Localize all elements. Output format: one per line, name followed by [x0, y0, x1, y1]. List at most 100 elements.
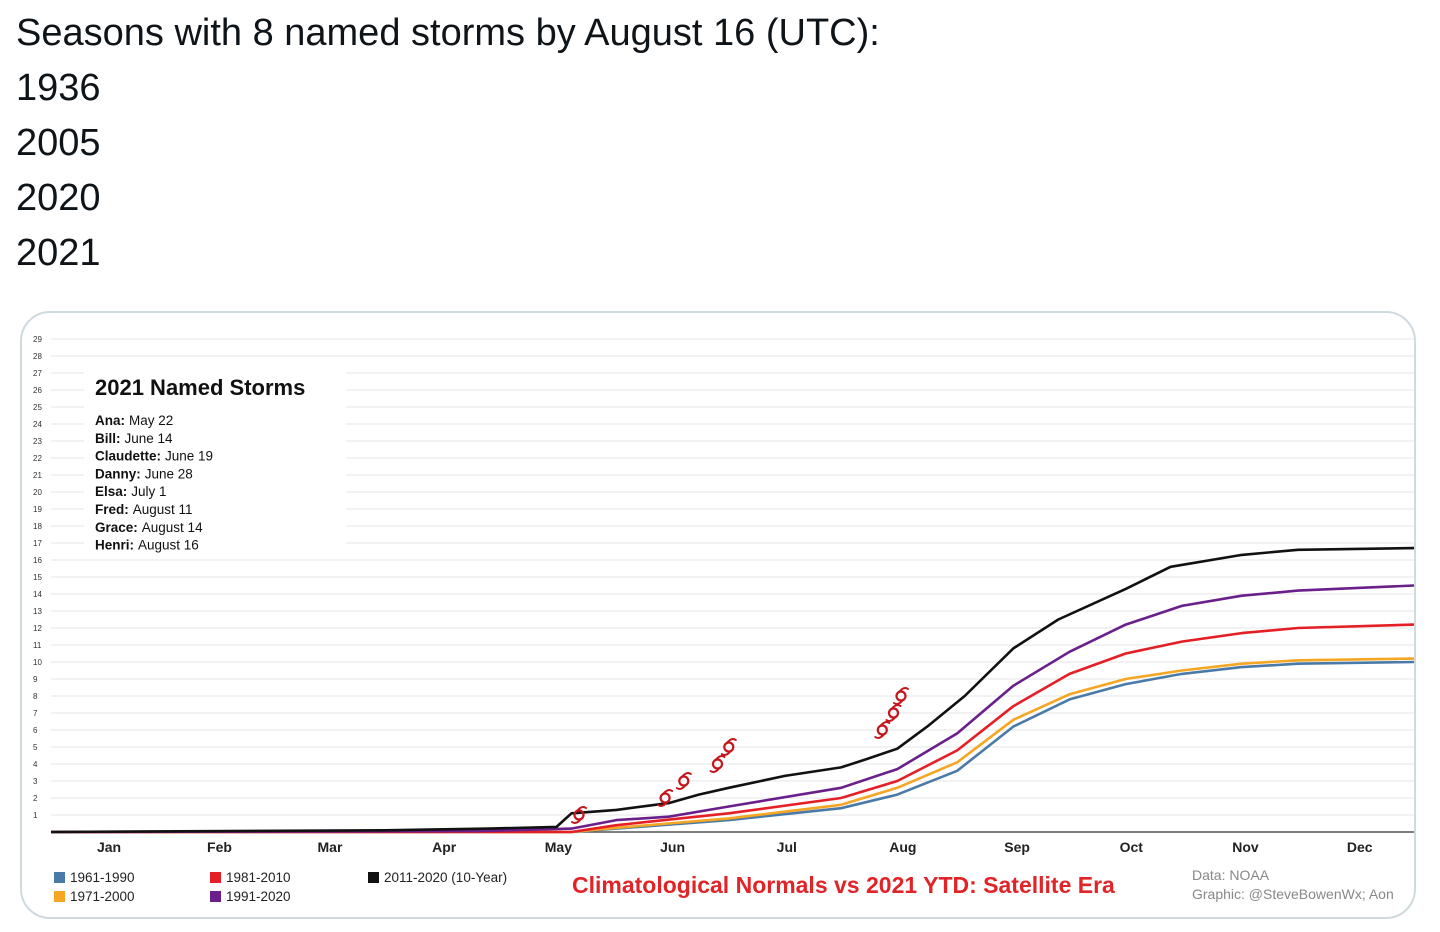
y-tick-label: 1: [33, 811, 38, 820]
y-tick-label: 27: [33, 369, 42, 378]
y-tick-label: 5: [33, 743, 38, 752]
y-tick-label: 8: [33, 692, 38, 701]
storm-marker-arm: [662, 789, 674, 795]
storm-marker-ring: [887, 707, 900, 719]
legend-swatch-1981-2010: [210, 872, 221, 883]
legend-label: 1991-2020: [226, 889, 291, 904]
storm-marker-arm: [720, 750, 732, 756]
storm-marker-icon: [571, 806, 587, 824]
legend-label: 1971-2000: [70, 889, 135, 904]
storm-marker-arm: [675, 784, 687, 790]
x-tick-label: Jul: [777, 839, 797, 855]
storm-marker-arm: [680, 772, 692, 778]
credit-data: Data: NOAA: [1192, 867, 1270, 883]
storm-marker-arm: [714, 755, 726, 761]
x-tick-labels: Jan Feb Mar Apr May Jun Jul Aug Sep Oct Nov Dec: [97, 839, 1373, 855]
y-tick-label: 13: [33, 607, 42, 616]
legend-label: 1981-2010: [226, 870, 291, 885]
storm-marker-ring: [573, 809, 585, 821]
storm-marker-ring: [678, 775, 690, 787]
storm-marker-arm: [725, 738, 737, 744]
storm-name: Henri:: [95, 538, 134, 553]
storm-date: August 11: [133, 502, 193, 517]
storm-marker-icon: [874, 721, 891, 739]
storm-date: June 14: [125, 431, 174, 446]
chart-legend: 1961-1990 1971-2000 1981-2010 1991-2020 2011…: [54, 870, 507, 904]
series-lines: [50, 546, 1414, 834]
y-tick-label: 12: [33, 624, 42, 633]
x-tick-label: Sep: [1004, 839, 1030, 855]
x-tick-label: Dec: [1347, 839, 1373, 855]
tweet-line-heading: Seasons with 8 named storms by August 16…: [16, 12, 880, 54]
y-tick-labels: 1234567891011121314151617181920212223242…: [33, 335, 42, 820]
storm-marker-ring: [711, 758, 724, 770]
x-tick-label: Feb: [207, 839, 232, 855]
tweet-line-year: 2020: [16, 177, 101, 219]
storm-marker-arm: [885, 716, 897, 722]
series-line-1971-2000: [51, 657, 1414, 834]
storm-name: Grace:: [95, 520, 138, 535]
y-tick-label: 6: [33, 726, 38, 735]
y-tick-label: 29: [33, 335, 42, 344]
storm-marker-icon: [657, 789, 674, 807]
series-line-1991-2020: [50, 584, 1414, 834]
storm-date: July 1: [131, 484, 166, 499]
storm-marker-arm: [571, 818, 582, 824]
y-tick-label: 20: [33, 488, 42, 497]
tweet-line-year: 1936: [16, 67, 101, 109]
storm-name: Danny:: [95, 466, 141, 481]
y-tick-label: 24: [33, 420, 42, 429]
storm-marker-arm: [709, 767, 721, 773]
legend-label: 1961-1990: [70, 870, 135, 885]
y-tick-label: 25: [33, 403, 42, 412]
storm-list-item: Danny: June 28: [95, 466, 193, 481]
storm-marker-icon: [709, 755, 726, 773]
named-storms-inset: 2021 Named Storms Ana: May 22 Bill: June 14 C…: [84, 365, 346, 553]
storm-marker-arm: [898, 687, 909, 693]
x-tick-label: May: [545, 839, 572, 855]
y-tick-label: 7: [33, 709, 38, 718]
x-tick-label: Mar: [318, 839, 343, 855]
x-tick-label: Jan: [97, 839, 121, 855]
storm-marker-arm: [893, 699, 904, 705]
storm-marker-icon: [675, 772, 692, 790]
legend-swatch-2011-2020: [368, 872, 379, 883]
storm-list-item: Henri: August 16: [95, 538, 199, 553]
y-tick-label: 21: [33, 471, 42, 480]
credit-graphic: Graphic: @SteveBowenWx; Aon: [1192, 886, 1394, 902]
storm-name: Ana:: [95, 413, 125, 428]
x-tick-label: Aug: [889, 839, 916, 855]
y-tick-label: 11: [33, 641, 42, 650]
tweet-media-card[interactable]: 1 2 3 4 5 6 7 8 9 10 11 12 13 14 15 16 17 18 19 20 21 22 23 24 2…: [20, 311, 1416, 919]
storm-marker-arm: [657, 801, 669, 807]
legend-label: 2011-2020 (10-Year): [384, 870, 507, 885]
storm-date: June 28: [145, 466, 193, 481]
y-tick-label: 16: [33, 556, 42, 565]
y-tick-label: 26: [33, 386, 42, 395]
chart-title: Climatological Normals vs 2021 YTD: Sate…: [572, 872, 1115, 898]
storm-list-item: Fred: August 11: [95, 502, 193, 517]
storm-list-item: Bill: June 14: [95, 431, 173, 446]
storm-marker-arm: [576, 806, 587, 812]
storm-date: June 19: [165, 449, 213, 464]
y-tick-label: 3: [33, 777, 38, 786]
tweet-text: Seasons with 8 named storms by August 16…: [16, 6, 1416, 281]
storm-marker-ring: [895, 690, 907, 702]
storm-date: May 22: [129, 413, 173, 428]
legend-swatch-1991-2020: [210, 891, 221, 902]
storm-list-item: Ana: May 22: [95, 413, 173, 428]
storm-marker-arm: [874, 733, 886, 739]
storm-name: Claudette:: [95, 449, 161, 464]
storm-list-item: Claudette: June 19: [95, 449, 213, 464]
y-tick-label: 28: [33, 352, 42, 361]
x-tick-label: Nov: [1232, 839, 1259, 855]
y-tick-label: 15: [33, 573, 42, 582]
y-tick-label: 23: [33, 437, 42, 446]
storm-name: Bill:: [95, 431, 121, 446]
y-tick-label: 19: [33, 505, 42, 514]
series-line-2011-2020: [50, 546, 1414, 834]
storm-marker-ring: [723, 741, 735, 753]
storm-marker-arm: [890, 704, 902, 710]
y-tick-label: 10: [33, 658, 42, 667]
y-tick-label: 17: [33, 539, 42, 548]
